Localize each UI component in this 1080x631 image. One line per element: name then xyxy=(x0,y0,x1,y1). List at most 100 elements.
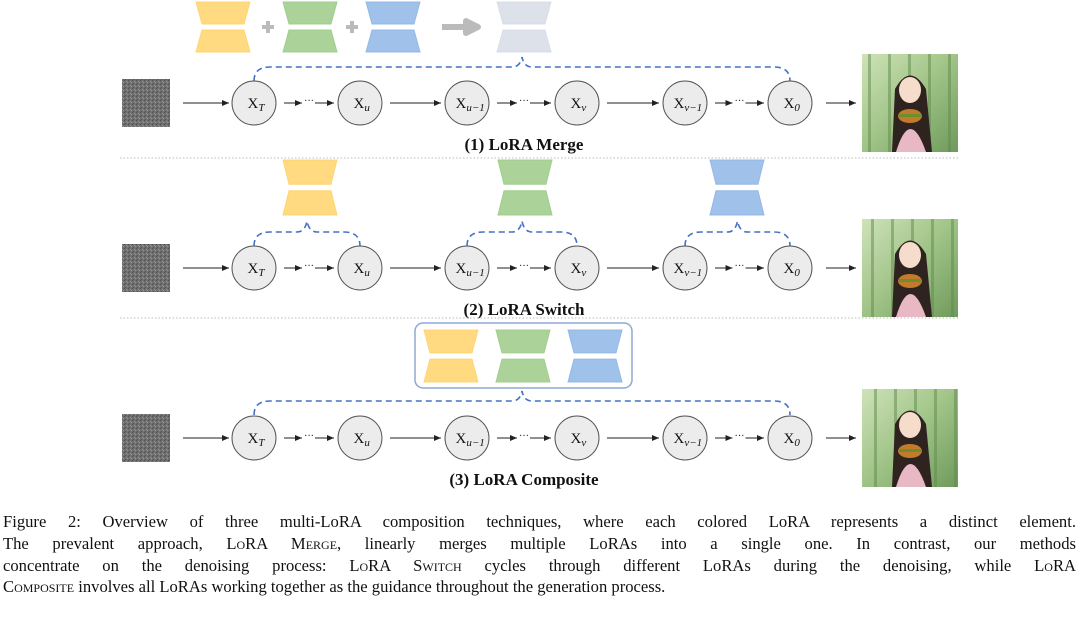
lora-down-projection xyxy=(709,159,765,185)
character-face xyxy=(899,412,921,438)
lora-down-projection xyxy=(497,159,553,185)
noise-image xyxy=(122,244,170,292)
figure-caption: Figure 2: Overview of three multi-LoRA c… xyxy=(3,511,1076,598)
bamboo-stalk xyxy=(948,54,951,152)
ellipsis: ··· xyxy=(304,431,314,442)
lora-down-projection xyxy=(423,329,479,354)
bamboo-stalk xyxy=(931,219,934,317)
generated-image xyxy=(862,389,958,487)
row-title: (3) LoRA Composite xyxy=(449,470,599,489)
lora-adapter-blue xyxy=(365,1,421,53)
bamboo-stalk xyxy=(888,54,891,152)
lora-up-projection xyxy=(195,29,251,53)
lora-up-projection xyxy=(282,29,338,53)
lora-down-projection xyxy=(496,1,552,25)
bamboo-stalk xyxy=(891,219,894,317)
bamboo-stalk xyxy=(868,54,871,152)
lora-adapter-yellow xyxy=(195,1,251,53)
latent-node xyxy=(231,245,277,291)
row-title: (2) LoRA Switch xyxy=(464,300,585,319)
ellipsis: ··· xyxy=(519,261,529,272)
lora-adapter-blue xyxy=(567,329,623,383)
lora-adapter-yellow xyxy=(423,329,479,383)
caption-text: involves all LoRAs working together as t… xyxy=(78,577,666,597)
latent-node xyxy=(662,80,708,126)
lora-guidance-link xyxy=(253,390,791,416)
ellipsis: ··· xyxy=(735,261,745,272)
lora-adapter-green xyxy=(497,159,553,216)
character-body xyxy=(896,464,926,487)
lora-up-projection xyxy=(709,190,765,216)
lora-up-projection xyxy=(365,29,421,53)
latent-node xyxy=(554,245,600,291)
latent-node xyxy=(554,415,600,461)
latent-node xyxy=(444,415,490,461)
latent-node xyxy=(444,80,490,126)
latent-node xyxy=(337,80,383,126)
method-name-merge: LoRA Merge xyxy=(226,533,338,553)
method-name-composite: Composite xyxy=(3,577,75,597)
latent-node xyxy=(767,245,813,291)
latent-node xyxy=(662,245,708,291)
burger-lettuce xyxy=(899,449,921,452)
character-face xyxy=(899,242,921,268)
bamboo-stalk xyxy=(928,54,931,152)
lora-down-projection xyxy=(567,329,623,354)
ellipsis: ··· xyxy=(519,96,529,107)
plus-icon xyxy=(262,21,274,33)
caption-text: cycles through different LoRAs during th… xyxy=(484,555,1012,575)
lora-guidance-link xyxy=(466,220,578,247)
caption-text: concentrate on the denoising process: xyxy=(3,555,327,575)
generated-image xyxy=(862,219,958,317)
method-name-composite: LoRA xyxy=(1034,555,1076,575)
lora-guidance-link xyxy=(684,220,791,247)
bamboo-stalk xyxy=(951,219,954,317)
lora-adapter-green xyxy=(495,329,551,383)
lora-up-projection xyxy=(423,358,479,383)
ellipsis: ··· xyxy=(304,96,314,107)
latent-node xyxy=(231,415,277,461)
latent-node xyxy=(767,80,813,126)
lora-up-projection xyxy=(567,358,623,383)
lora-adapter-blue xyxy=(709,159,765,216)
plus-icon xyxy=(346,21,358,33)
latent-node xyxy=(554,80,600,126)
lora-up-projection xyxy=(497,190,553,216)
caption-text: , linearly merges multiple LoRAs into a … xyxy=(337,533,1076,553)
ellipsis: ··· xyxy=(519,431,529,442)
generated-image xyxy=(862,54,958,152)
lora-adapter-green xyxy=(282,1,338,53)
lora-composition-figure: XT··· Xu Xu−1··· Xv Xv−1··· X0(1) LoRA MergeX… xyxy=(120,1,960,489)
caption-line-1: Figure 2: Overview of three multi-LoRA c… xyxy=(3,511,1076,533)
caption-text: Figure 2: Overview of three multi-LoRA c… xyxy=(3,512,1076,531)
bamboo-stalk xyxy=(874,389,877,487)
latent-node xyxy=(337,415,383,461)
character-face xyxy=(899,77,921,103)
latent-node xyxy=(444,245,490,291)
noise-image xyxy=(122,414,170,462)
lora-down-projection xyxy=(195,1,251,25)
bamboo-stalk xyxy=(954,389,957,487)
caption-line-4: Composite involves all LoRAs working tog… xyxy=(3,576,1076,598)
ellipsis: ··· xyxy=(735,96,745,107)
caption-line-2: The prevalent approach, LoRA Merge, line… xyxy=(3,533,1076,555)
latent-node xyxy=(767,415,813,461)
noise-image xyxy=(122,79,170,127)
method-name-switch: LoRA Switch xyxy=(349,555,462,575)
lora-adapter-merged xyxy=(496,1,552,53)
arrow-right-icon xyxy=(442,18,481,36)
burger-lettuce xyxy=(899,114,921,117)
lora-up-projection xyxy=(282,190,338,216)
ellipsis: ··· xyxy=(304,261,314,272)
lora-up-projection xyxy=(495,358,551,383)
latent-node xyxy=(662,415,708,461)
bamboo-stalk xyxy=(871,219,874,317)
lora-down-projection xyxy=(365,1,421,25)
lora-down-projection xyxy=(495,329,551,354)
lora-down-projection xyxy=(282,159,338,185)
character-body xyxy=(896,294,926,317)
lora-guidance-link xyxy=(253,56,791,82)
latent-node xyxy=(337,245,383,291)
lora-up-projection xyxy=(496,29,552,53)
lora-guidance-link xyxy=(253,220,361,247)
